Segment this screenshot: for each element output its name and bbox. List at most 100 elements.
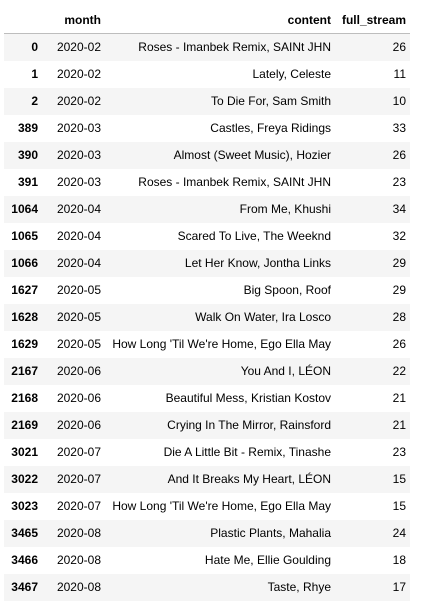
cell-full-stream: 26 (392, 337, 406, 351)
table-row: 3023 2020-07 How Long 'Til We're Home, Ego… (4, 493, 410, 520)
cell-content: And It Breaks My Heart, LÉON (167, 472, 331, 486)
row-index: 2168 (11, 391, 38, 405)
row-index: 2167 (11, 364, 38, 378)
cell-month: 2020-06 (56, 391, 101, 405)
cell-month: 2020-06 (56, 418, 101, 432)
cell-month: 2020-07 (56, 445, 101, 459)
cell-content: To Die For, Sam Smith (210, 94, 331, 108)
table-row: 0 2020-02 Roses - Imanbek Remix, SAINt JHN… (4, 33, 410, 61)
cell-month: 2020-05 (56, 283, 101, 297)
table-row: 1 2020-02 Lately, Celeste 11 (4, 61, 410, 88)
cell-full-stream: 21 (392, 418, 406, 432)
table-row: 2 2020-02 To Die For, Sam Smith 10 (4, 87, 410, 115)
cell-month: 2020-03 (56, 175, 101, 189)
row-index: 390 (17, 148, 38, 162)
row-index: 1064 (11, 202, 38, 216)
cell-month: 2020-03 (56, 121, 101, 135)
header-month: month (42, 7, 105, 34)
cell-content: How Long 'Til We're Home, Ego Ella May (112, 337, 331, 351)
cell-full-stream: 28 (392, 310, 406, 324)
cell-full-stream: 34 (392, 202, 406, 216)
row-index: 391 (17, 175, 38, 189)
cell-full-stream: 24 (392, 526, 406, 540)
table-row: 2168 2020-06 Beautiful Mess, Kristian Kost… (4, 385, 410, 412)
row-index: 1066 (11, 256, 38, 270)
cell-month: 2020-06 (56, 364, 101, 378)
row-index: 3465 (11, 526, 38, 540)
cell-full-stream: 33 (392, 121, 406, 135)
cell-full-stream: 32 (392, 229, 406, 243)
header-full-stream: full_stream (335, 7, 410, 34)
table-row: 1628 2020-05 Walk On Water, Ira Losco 28 (4, 303, 410, 331)
cell-content: Big Spoon, Roof (243, 283, 331, 297)
cell-month: 2020-08 (56, 580, 101, 594)
cell-content: Almost (Sweet Music), Hozier (173, 148, 331, 162)
row-index: 3466 (11, 553, 38, 567)
cell-content: From Me, Khushi (239, 202, 331, 216)
row-index: 1627 (11, 283, 38, 297)
cell-full-stream: 22 (392, 364, 406, 378)
row-index: 1629 (11, 337, 38, 351)
row-index: 3467 (11, 580, 38, 594)
cell-month: 2020-08 (56, 526, 101, 540)
row-index: 2169 (11, 418, 38, 432)
table-header: month content full_stream (4, 7, 410, 34)
cell-full-stream: 10 (392, 94, 406, 108)
row-index: 1628 (11, 310, 38, 324)
table-row: 3021 2020-07 Die A Little Bit - Remix, Tin… (4, 439, 410, 466)
cell-full-stream: 26 (392, 148, 406, 162)
table-row: 1066 2020-04 Let Her Know, Jontha Links 29 (4, 249, 410, 277)
table-row: 389 2020-03 Castles, Freya Ridings 33 (4, 115, 410, 142)
cell-month: 2020-05 (56, 310, 101, 324)
cell-month: 2020-08 (56, 553, 101, 567)
table-row: 2167 2020-06 You And I, LÉON 22 (4, 357, 410, 385)
cell-content: Scared To Live, The Weeknd (177, 229, 331, 243)
table-row: 2169 2020-06 Crying In The Mirror, Rainsfo… (4, 411, 410, 439)
table-row: 3022 2020-07 And It Breaks My Heart, LÉON 1… (4, 465, 410, 493)
row-index: 1 (31, 67, 38, 81)
cell-content: Die A Little Bit - Remix, Tinashe (163, 445, 331, 459)
cell-full-stream: 23 (392, 175, 406, 189)
cell-full-stream: 29 (392, 283, 406, 297)
cell-content: Let Her Know, Jontha Links (184, 256, 331, 270)
row-index: 0 (31, 40, 38, 55)
table-row: 3466 2020-08 Hate Me, Ellie Goulding 18 (4, 547, 410, 574)
row-index: 3022 (11, 472, 38, 486)
row-index: 3023 (11, 499, 38, 513)
dataframe-table: month content full_stream 0 2020-02 Roses … (4, 7, 410, 601)
cell-month: 2020-02 (56, 94, 101, 108)
table-body: 0 2020-02 Roses - Imanbek Remix, SAINt JHN… (4, 33, 410, 601)
cell-month: 2020-04 (56, 256, 101, 270)
cell-content: How Long 'Til We're Home, Ego Ella May (112, 499, 331, 513)
table-row: 1629 2020-05 How Long 'Til We're Home, Ego… (4, 331, 410, 358)
cell-month: 2020-02 (56, 67, 101, 81)
cell-full-stream: 21 (392, 391, 406, 405)
header-row: month content full_stream (4, 7, 410, 34)
cell-month: 2020-07 (56, 499, 101, 513)
cell-content: You And I, LÉON (240, 364, 331, 378)
table-row: 3467 2020-08 Taste, Rhye 17 (4, 573, 410, 601)
cell-month: 2020-07 (56, 472, 101, 486)
cell-content: Hate Me, Ellie Goulding (204, 553, 331, 567)
cell-month: 2020-04 (56, 229, 101, 243)
row-index: 3021 (11, 445, 38, 459)
cell-content: Roses - Imanbek Remix, SAINt JHN (138, 40, 331, 55)
header-content: content (105, 7, 335, 34)
cell-content: Roses - Imanbek Remix, SAINt JHN (138, 175, 331, 189)
cell-full-stream: 11 (393, 67, 406, 81)
dataframe-output: month content full_stream 0 2020-02 Roses … (4, 7, 410, 601)
row-index: 2 (31, 94, 38, 108)
cell-full-stream: 17 (392, 580, 406, 594)
cell-full-stream: 18 (392, 553, 406, 567)
table-row: 390 2020-03 Almost (Sweet Music), Hozier 26 (4, 141, 410, 169)
table-row: 1627 2020-05 Big Spoon, Roof 29 (4, 277, 410, 304)
row-index: 389 (17, 121, 38, 135)
table-row: 391 2020-03 Roses - Imanbek Remix, SAINt J… (4, 169, 410, 196)
cell-content: Lately, Celeste (252, 67, 332, 81)
cell-month: 2020-04 (56, 202, 101, 216)
cell-content: Crying In The Mirror, Rainsford (167, 418, 331, 432)
header-index (4, 7, 42, 34)
cell-full-stream: 15 (392, 499, 406, 513)
table-row: 1064 2020-04 From Me, Khushi 34 (4, 195, 410, 223)
cell-content: Taste, Rhye (267, 580, 331, 594)
